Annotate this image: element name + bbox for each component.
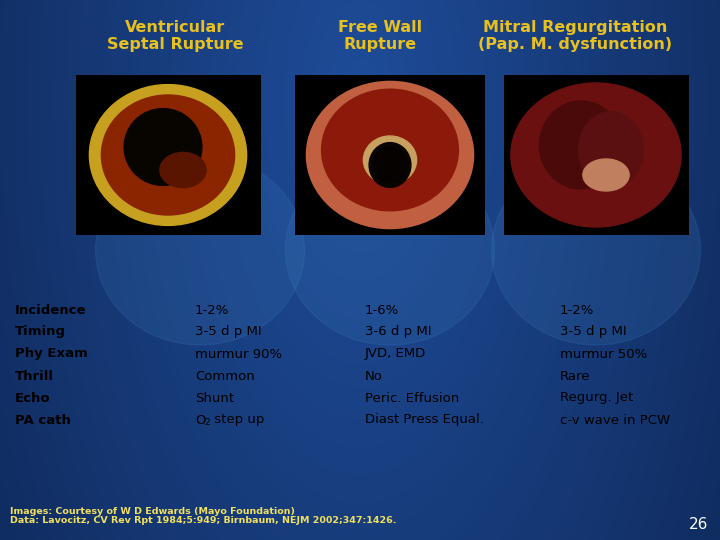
Ellipse shape [124,109,202,185]
Text: 2: 2 [204,418,210,427]
Text: 3-5 d p MI: 3-5 d p MI [560,326,626,339]
Text: 1-6%: 1-6% [365,303,400,316]
Ellipse shape [286,155,495,345]
Ellipse shape [364,136,417,184]
Text: c-v wave in PCW: c-v wave in PCW [560,414,670,427]
Text: PA cath: PA cath [15,414,71,427]
Text: Thrill: Thrill [15,369,54,382]
Text: 3-6 d p MI: 3-6 d p MI [365,326,431,339]
Text: O: O [195,414,205,427]
Ellipse shape [307,82,474,228]
Ellipse shape [579,112,644,188]
Bar [503,75,688,235]
Text: Incidence: Incidence [15,303,86,316]
Text: Ventricular
Septal Rupture: Ventricular Septal Rupture [107,20,243,52]
Ellipse shape [583,159,629,191]
Ellipse shape [492,155,701,345]
Text: No: No [365,369,383,382]
Text: Echo: Echo [15,392,50,404]
Ellipse shape [102,95,235,215]
Text: Rare: Rare [560,369,590,382]
Text: Data: Lavocitz, CV Rev Rpt 1984;5:949; Birnbaum, NEJM 2002;347:1426.: Data: Lavocitz, CV Rev Rpt 1984;5:949; B… [10,516,397,525]
Ellipse shape [89,85,247,225]
Text: Regurg. Jet: Regurg. Jet [560,392,634,404]
Text: murmur 90%: murmur 90% [195,348,282,361]
Text: 1-2%: 1-2% [560,303,595,316]
Text: Timing: Timing [15,326,66,339]
Text: Common: Common [195,369,255,382]
Text: Images: Courtesy of W D Edwards (Mayo Foundation): Images: Courtesy of W D Edwards (Mayo Fo… [10,507,295,516]
Text: 3-5 d p MI: 3-5 d p MI [195,326,261,339]
Text: Peric. Effusion: Peric. Effusion [365,392,459,404]
Ellipse shape [369,143,411,187]
Bar [76,75,261,235]
Text: JVD, EMD: JVD, EMD [365,348,426,361]
Text: murmur 50%: murmur 50% [560,348,647,361]
Text: Diast Press Equal.: Diast Press Equal. [365,414,484,427]
Bar [295,75,485,235]
Text: Phy Exam: Phy Exam [15,348,88,361]
Text: Free Wall
Rupture: Free Wall Rupture [338,20,422,52]
Ellipse shape [160,152,206,187]
Text: Shunt: Shunt [195,392,234,404]
Text: 1-2%: 1-2% [195,303,230,316]
Ellipse shape [511,83,681,227]
Text: step up: step up [210,414,264,427]
Ellipse shape [322,89,459,211]
Ellipse shape [373,147,407,183]
Text: 26: 26 [688,517,708,532]
Ellipse shape [96,155,305,345]
Ellipse shape [539,101,623,189]
Text: Mitral Regurgitation
(Pap. M. dysfunction): Mitral Regurgitation (Pap. M. dysfunctio… [478,20,672,52]
